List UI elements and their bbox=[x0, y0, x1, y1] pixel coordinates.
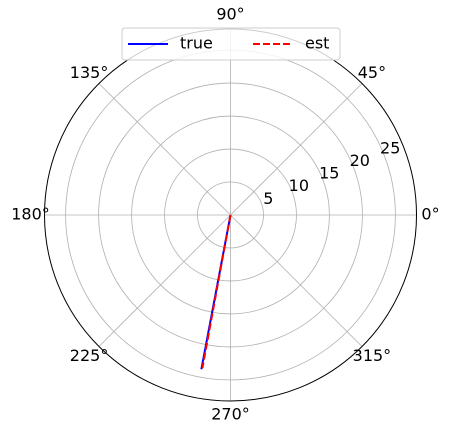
grid-spoke bbox=[230, 83, 363, 216]
series-line bbox=[201, 214, 232, 369]
theta-tick-label: 135° bbox=[70, 63, 109, 82]
r-tick-label: 15 bbox=[319, 164, 339, 183]
theta-tick-label: 225° bbox=[70, 346, 109, 365]
r-tick-label: 25 bbox=[380, 138, 400, 157]
theta-tick-label: 180° bbox=[11, 205, 50, 224]
theta-tick-label: 315° bbox=[353, 346, 392, 365]
grid-spoke bbox=[98, 214, 231, 347]
r-tick-label: 20 bbox=[350, 151, 370, 170]
r-tick-label: 5 bbox=[263, 189, 273, 208]
theta-tick-label: 270° bbox=[211, 405, 250, 424]
legend-box bbox=[121, 27, 341, 61]
theta-tick-label: 90° bbox=[216, 5, 244, 24]
theta-tick-label: 0° bbox=[421, 205, 439, 224]
legend-label: true bbox=[180, 34, 213, 53]
r-tick-label: 10 bbox=[289, 176, 309, 195]
legend-label: est bbox=[305, 34, 329, 53]
theta-tick-label: 45° bbox=[358, 63, 386, 82]
grid-spoke bbox=[98, 83, 231, 216]
grid-spoke bbox=[230, 214, 363, 347]
